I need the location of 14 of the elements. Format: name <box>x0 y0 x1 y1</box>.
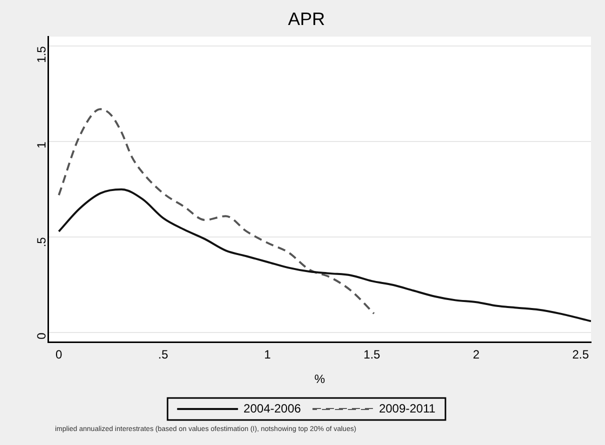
chart-title: APR <box>288 8 326 29</box>
x-tick-label: 2.5 <box>572 348 590 362</box>
legend-label: 2009-2011 <box>378 401 436 416</box>
x-tick-label: 1 <box>264 348 272 362</box>
legend-label: 2004-2006 <box>244 401 302 416</box>
x-tick-label: 2 <box>472 348 480 362</box>
y-tick-label: 0 <box>34 332 49 340</box>
y-tick-label: .5 <box>34 236 49 248</box>
x-tick-label: 1.5 <box>364 348 381 362</box>
x-tick-label: 0 <box>55 348 62 362</box>
x-axis-title: % <box>314 372 326 386</box>
y-tick-label: 1 <box>34 141 49 148</box>
x-tick-label: .5 <box>158 348 169 362</box>
y-tick-label: 1.5 <box>34 46 49 63</box>
